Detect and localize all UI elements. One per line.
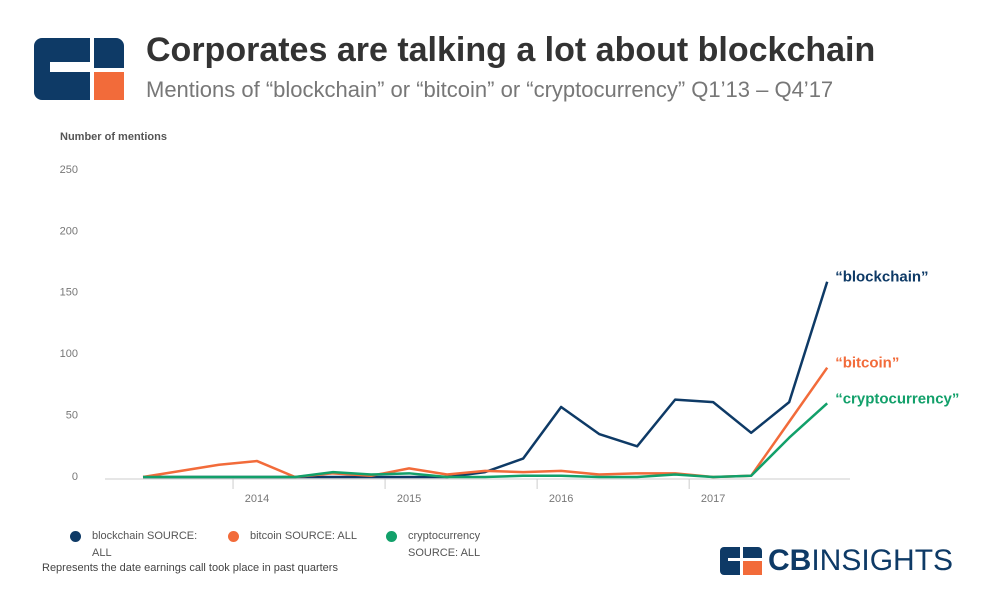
y-tick-label: 200 xyxy=(60,225,78,237)
x-tick-label: 2015 xyxy=(397,493,421,505)
x-tick-label: 2014 xyxy=(245,493,269,505)
legend-item[interactable]: bitcoin SOURCE: ALL xyxy=(228,528,365,545)
brand-icon-bar xyxy=(728,558,762,561)
legend-marker xyxy=(228,531,239,542)
series-line xyxy=(143,281,829,479)
y-axis-label: Number of mentions xyxy=(60,131,167,143)
legend-label: bitcoin SOURCE: ALL xyxy=(250,530,357,542)
logo-bar xyxy=(50,62,94,72)
series-end-label: “blockchain” xyxy=(835,269,928,286)
brand-bold: CB xyxy=(768,544,811,577)
legend-label: blockchain SOURCE: ALL xyxy=(92,530,198,559)
brand-icon-accent xyxy=(743,561,762,575)
y-tick-label: 50 xyxy=(66,410,78,422)
subtitle: Mentions of “blockchain” or “bitcoin” or… xyxy=(146,77,833,102)
series-end-label: “cryptocurrency” xyxy=(835,390,959,407)
logo-accent xyxy=(94,72,124,100)
legend-label: cryptocurrency SOURCE: ALL xyxy=(408,530,481,559)
legend-item[interactable]: blockchain SOURCE: ALL xyxy=(70,528,207,562)
brand: CBINSIGHTS xyxy=(720,544,953,577)
y-tick-label: 150 xyxy=(60,287,78,299)
x-tick-label: 2016 xyxy=(549,493,573,505)
title: Corporates are talking a lot about block… xyxy=(146,31,875,69)
legend-marker xyxy=(386,531,397,542)
series-end-label: “bitcoin” xyxy=(835,355,899,372)
footnote: Represents the date earnings call took p… xyxy=(42,562,338,574)
legend-marker xyxy=(70,531,81,542)
series-line xyxy=(142,366,829,479)
logo-bar xyxy=(90,68,124,72)
logo xyxy=(34,38,124,100)
series-line xyxy=(143,402,829,479)
y-tick-label: 250 xyxy=(60,164,78,176)
legend-item[interactable]: cryptocurrency SOURCE: ALL xyxy=(386,528,523,562)
y-tick-label: 0 xyxy=(72,471,78,483)
y-tick-label: 100 xyxy=(60,348,78,360)
brand-text: CBINSIGHTS xyxy=(768,544,953,577)
x-tick-label: 2017 xyxy=(701,493,725,505)
brand-light: INSIGHTS xyxy=(811,544,953,577)
